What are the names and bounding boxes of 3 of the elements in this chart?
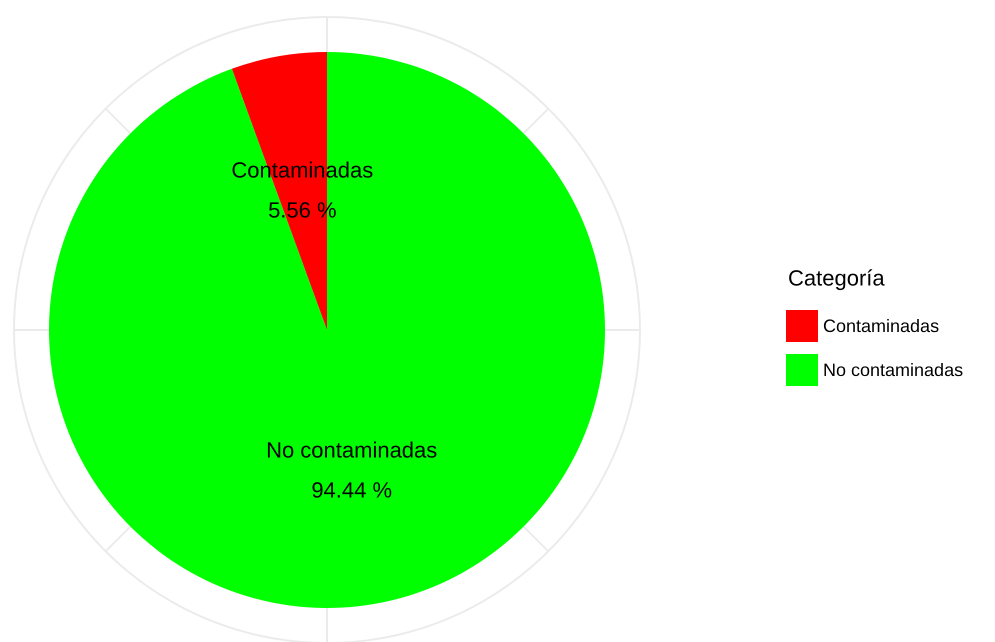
legend-label: No contaminadas (823, 360, 964, 380)
legend-label: Contaminadas (823, 316, 940, 336)
legend-title: Categoría (788, 266, 886, 290)
